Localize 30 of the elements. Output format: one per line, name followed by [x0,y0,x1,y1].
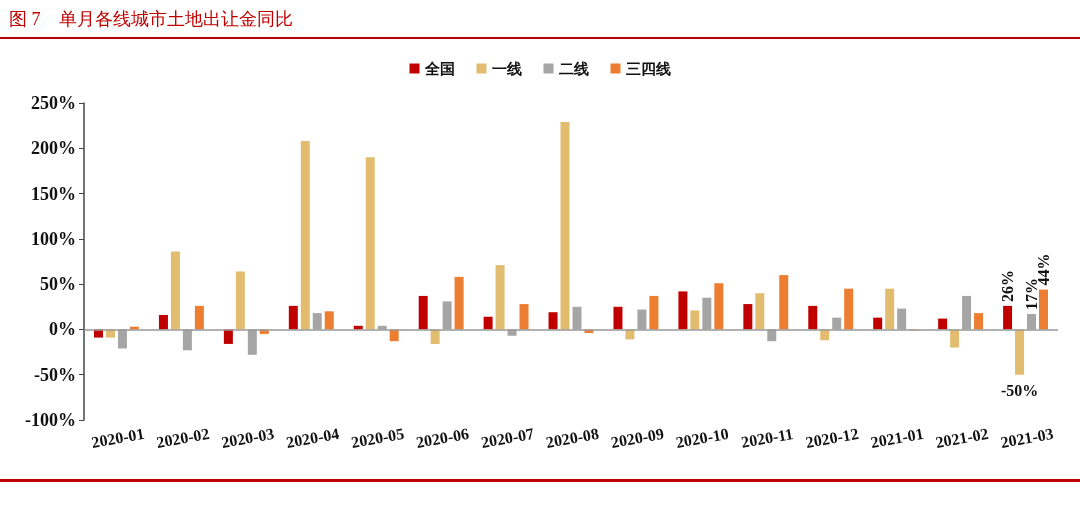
x-tick-label: 2020-08 [544,424,601,451]
y-tick-label: 250% [31,93,76,113]
x-tick-label: 2020-05 [349,424,406,451]
chart-title: 图 7 单月各线城市土地出让金同比 [9,9,293,29]
x-tick-label: 2020-03 [219,424,276,451]
x-tick-label: 2020-01 [90,424,146,451]
x-tick-label: 2020-06 [414,424,471,451]
legend-label: 全国 [423,60,455,77]
x-tick-label: 2020-11 [739,424,795,451]
legend-label: 三四线 [625,60,671,77]
x-tick-label: 2021-03 [999,424,1055,451]
data-label: 26% [999,269,1017,302]
y-tick-label: -50% [34,364,76,385]
legend-label: 二线 [558,60,589,77]
y-tick-label: 150% [31,183,76,204]
y-tick-label: 100% [31,228,76,249]
data-label: -50% [1000,382,1039,400]
x-tick-label: 2020-09 [609,424,666,451]
x-tick-label: 2020-02 [155,424,211,451]
x-tick-label: 2020-12 [804,424,860,451]
x-tick-label: 2020-07 [479,424,536,451]
x-tick-label: 2020-04 [284,424,341,451]
y-tick-label: -100% [25,410,76,430]
x-tick-label: 2021-02 [934,424,990,451]
x-tick-label: 2021-01 [869,424,925,451]
y-tick-label: 200% [31,138,76,159]
legend-label: 一线 [491,60,522,77]
y-tick-label: 0% [49,319,76,340]
x-tick-label: 2020-10 [674,424,730,451]
y-tick-label: 50% [40,274,76,295]
